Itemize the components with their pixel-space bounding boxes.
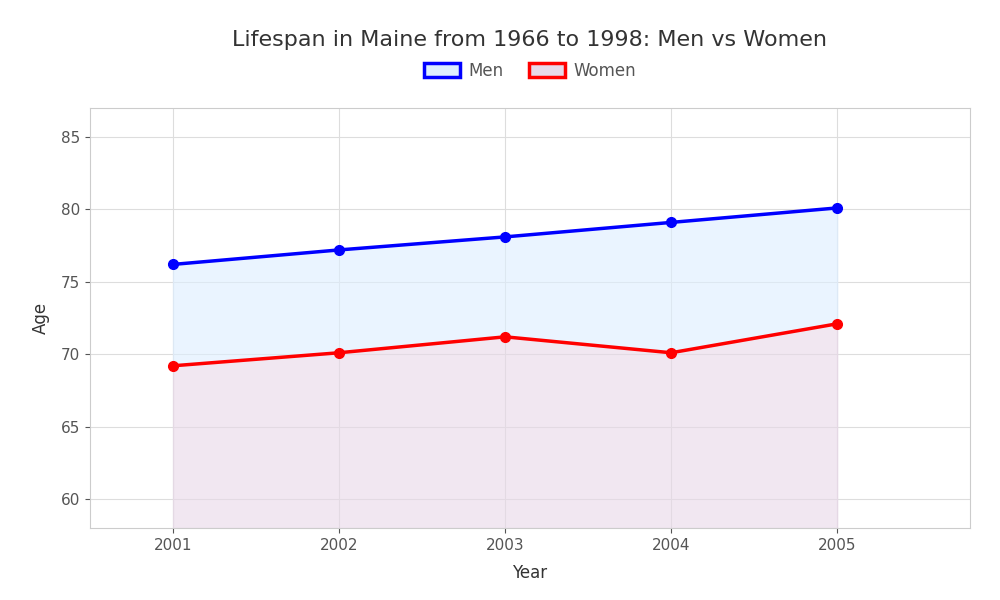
- Legend: Men, Women: Men, Women: [424, 62, 636, 80]
- Title: Lifespan in Maine from 1966 to 1998: Men vs Women: Lifespan in Maine from 1966 to 1998: Men…: [232, 29, 828, 49]
- Y-axis label: Age: Age: [32, 302, 50, 334]
- X-axis label: Year: Year: [512, 564, 548, 582]
